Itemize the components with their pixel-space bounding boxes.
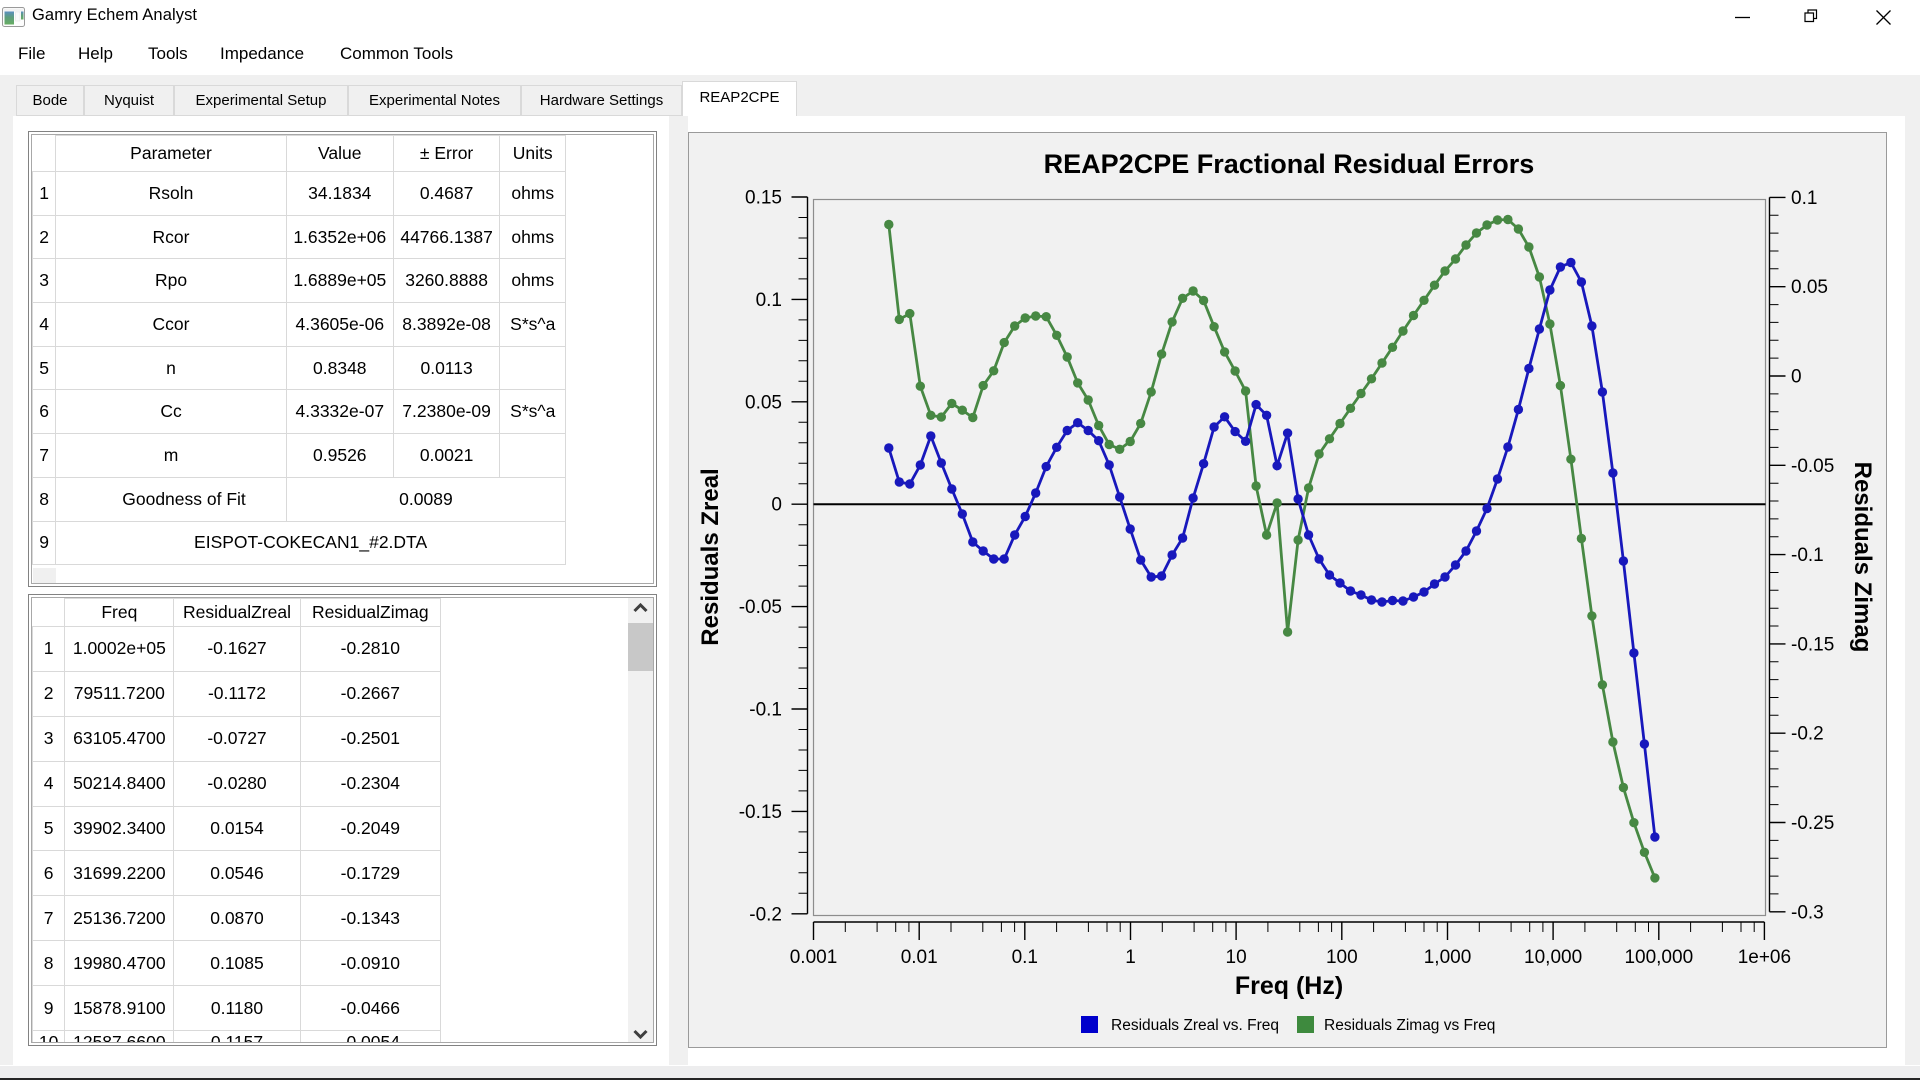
svg-text:-0.15: -0.15 (1791, 634, 1834, 655)
svg-text:Residuals Zimag: Residuals Zimag (1849, 462, 1876, 653)
svg-text:10: 10 (1226, 947, 1247, 968)
svg-text:0.05: 0.05 (745, 392, 782, 413)
svg-text:0.05: 0.05 (1791, 277, 1828, 298)
svg-text:0.15: 0.15 (745, 188, 782, 209)
svg-text:Residuals Zreal: Residuals Zreal (697, 468, 724, 645)
svg-text:0: 0 (771, 495, 782, 516)
svg-text:0.001: 0.001 (790, 947, 838, 968)
svg-text:-0.25: -0.25 (1791, 813, 1834, 834)
svg-text:-0.1: -0.1 (1791, 545, 1824, 566)
svg-text:0.1: 0.1 (1012, 947, 1038, 968)
svg-text:0.1: 0.1 (756, 290, 782, 311)
svg-text:0.1: 0.1 (1791, 188, 1817, 209)
svg-text:1e+06: 1e+06 (1738, 947, 1791, 968)
svg-text:10,000: 10,000 (1524, 947, 1582, 968)
svg-text:Residuals Zimag vs Freq: Residuals Zimag vs Freq (1324, 1017, 1495, 1034)
svg-text:-0.05: -0.05 (739, 597, 782, 618)
svg-text:-0.2: -0.2 (1791, 724, 1824, 745)
svg-text:-0.15: -0.15 (739, 802, 782, 823)
svg-text:0: 0 (1791, 367, 1802, 388)
svg-text:-0.05: -0.05 (1791, 456, 1834, 477)
svg-text:Residuals Zreal vs. Freq: Residuals Zreal vs. Freq (1111, 1017, 1279, 1034)
svg-text:-0.3: -0.3 (1791, 902, 1824, 923)
svg-text:-0.1: -0.1 (749, 700, 782, 721)
svg-text:1: 1 (1125, 947, 1136, 968)
svg-text:REAP2CPE Fractional Residual E: REAP2CPE Fractional Residual Errors (1044, 149, 1535, 179)
svg-text:-0.2: -0.2 (749, 904, 782, 925)
svg-text:1,000: 1,000 (1424, 947, 1472, 968)
svg-text:100: 100 (1326, 947, 1358, 968)
svg-text:100,000: 100,000 (1624, 947, 1693, 968)
svg-text:0.01: 0.01 (901, 947, 938, 968)
svg-text:Freq (Hz): Freq (Hz) (1235, 972, 1343, 1000)
